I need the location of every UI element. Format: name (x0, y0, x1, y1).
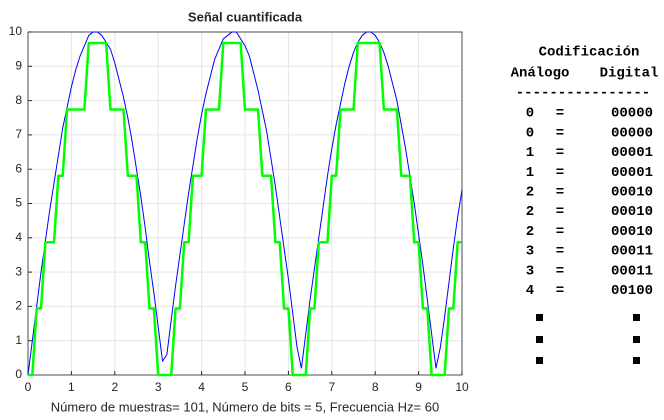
digital-code: 00010 (611, 185, 653, 201)
digital-code: 00000 (611, 106, 653, 122)
x-axis-label: Número de muestras= 101, Número de bits … (51, 399, 439, 414)
x-tick-label: 5 (242, 380, 249, 394)
y-tick-label: 3 (15, 264, 22, 278)
digital-code: 00100 (611, 283, 653, 299)
x-tick-label: 6 (285, 380, 292, 394)
equals-sign: = (556, 106, 564, 122)
y-tick-label: 4 (15, 230, 22, 244)
digital-code: 00011 (611, 263, 653, 279)
digital-code: 00001 (611, 145, 653, 161)
digital-code: 00010 (611, 224, 653, 240)
equals-sign: = (556, 244, 564, 260)
x-tick-label: 7 (328, 380, 335, 394)
analog-value: 2 (526, 185, 534, 201)
digital-code: 00000 (611, 125, 653, 141)
equals-sign: = (556, 185, 564, 201)
digital-code: 00011 (611, 244, 653, 260)
ellipsis (536, 314, 640, 364)
axes-box (27, 31, 463, 376)
code-header: Análogo (511, 66, 570, 82)
analog-value: 2 (526, 224, 534, 240)
y-tick-label: 7 (15, 127, 22, 141)
y-tick-label: 8 (15, 93, 22, 107)
x-tick-label: 1 (68, 380, 75, 394)
analog-value: 3 (526, 263, 534, 279)
equals-sign: = (556, 145, 564, 161)
code-header: Digital (600, 66, 659, 82)
code-rule: ---------------- (516, 86, 650, 102)
y-tick-label: 6 (15, 161, 22, 175)
y-tick-label: 1 (15, 333, 22, 347)
y-tick-label: 2 (15, 299, 22, 313)
x-tick-label: 9 (415, 380, 422, 394)
y-tick-label: 5 (15, 196, 22, 210)
equals-sign: = (556, 165, 564, 181)
analog-value: 3 (526, 244, 534, 260)
y-tick-label: 10 (9, 24, 23, 38)
analog-value: 0 (526, 106, 534, 122)
x-tick-label: 4 (198, 380, 205, 394)
y-tick-label: 0 (15, 367, 22, 381)
digital-code: 00001 (611, 165, 653, 181)
y-tick-label: 9 (15, 58, 22, 72)
analog-value: 4 (526, 283, 534, 299)
line-series (27, 31, 463, 376)
x-tick-label: 3 (155, 380, 162, 394)
analog-value: 1 (526, 145, 534, 161)
equals-sign: = (556, 283, 564, 299)
analog-value: 0 (526, 125, 534, 141)
x-tick-label: 8 (372, 380, 379, 394)
analog-value: 1 (526, 165, 534, 181)
chart-title: Señal cuantificada (188, 9, 303, 24)
equals-sign: = (556, 204, 564, 220)
line-series (28, 41, 462, 377)
equals-sign: = (556, 224, 564, 240)
x-tick-label: 0 (25, 380, 32, 394)
digital-code: 00010 (611, 204, 653, 220)
x-tick-label: 10 (455, 380, 469, 394)
equals-sign: = (556, 125, 564, 141)
code-title: Codificación (539, 45, 640, 61)
analog-value: 2 (526, 204, 534, 220)
equals-sign: = (556, 263, 564, 279)
x-tick-label: 2 (111, 380, 118, 394)
